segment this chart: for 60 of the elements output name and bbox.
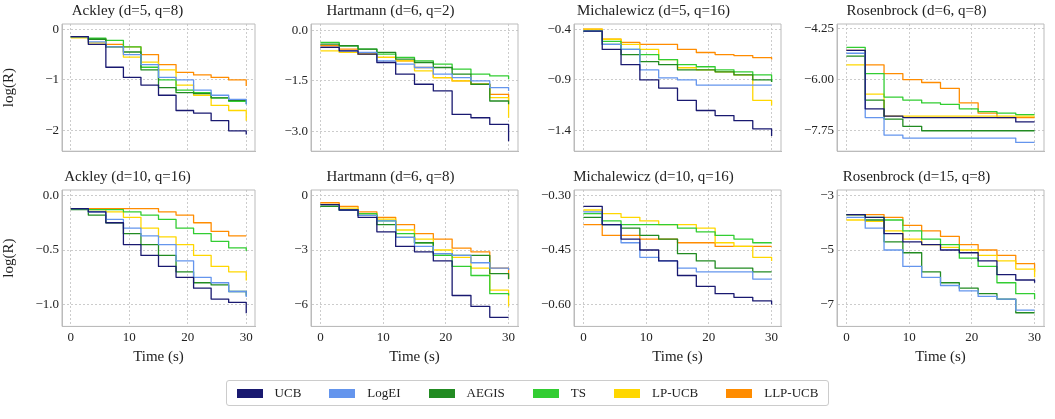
- y-tick-label: −3: [820, 186, 834, 202]
- y-tick-label: −0.4: [547, 20, 572, 36]
- x-tick-label: 0: [580, 328, 587, 344]
- x-tick-label: 10: [122, 328, 136, 344]
- x-axis-title: Time (s): [915, 347, 966, 365]
- y-tick-label: −4.25: [803, 19, 834, 35]
- x-tick-label: 20: [965, 328, 979, 344]
- x-tick-label: 20: [702, 328, 716, 344]
- x-tick-label: 10: [376, 328, 390, 344]
- y-tick-label: −5: [820, 241, 834, 257]
- chart-title: Ackley (d=10, q=16): [64, 167, 191, 185]
- chart-title: Hartmann (d=6, q=2): [326, 1, 455, 19]
- y-tick-label: −1: [45, 71, 59, 87]
- chart-title: Rosenbrock (d=6, q=8): [846, 1, 987, 19]
- y-tick-label: −3: [294, 241, 308, 257]
- x-axis-title: Time (s): [133, 347, 184, 365]
- x-tick-label: 0: [317, 328, 324, 344]
- y-tick-label: −0.45: [540, 241, 571, 257]
- x-tick-label: 30: [239, 328, 253, 344]
- y-tick-label: 0.0: [42, 186, 59, 202]
- x-tick-label: 10: [639, 328, 653, 344]
- chart-title: Michalewicz (d=10, q=16): [573, 167, 734, 185]
- x-tick-label: 30: [502, 328, 516, 344]
- legend-label: LLP-UCB: [764, 385, 819, 401]
- y-tick-label: −0.5: [35, 241, 59, 257]
- y-tick-label: −1.5: [284, 72, 308, 88]
- y-tick-label: −6.00: [803, 70, 834, 86]
- y-tick-label: −2: [45, 122, 59, 138]
- chart-title: Rosenbrock (d=15, q=8): [842, 167, 991, 185]
- x-tick-label: 0: [843, 328, 850, 344]
- y-tick-label: 0: [52, 20, 59, 36]
- y-tick-label: −6: [294, 296, 309, 311]
- y-tick-label: −7: [820, 296, 835, 311]
- y-tick-label: −0.60: [540, 296, 571, 311]
- y-tick-label: −0.30: [540, 186, 571, 202]
- x-axis-title: Time (s): [652, 347, 703, 365]
- x-tick-label: 10: [902, 328, 916, 344]
- y-tick-label: −1.4: [547, 122, 572, 138]
- x-tick-label: 20: [439, 328, 453, 344]
- chart-title: Ackley (d=5, q=8): [71, 1, 184, 19]
- y-tick-label: −3.0: [284, 122, 308, 138]
- y-tick-label: −7.75: [803, 122, 834, 138]
- x-tick-label: 20: [181, 328, 195, 344]
- x-tick-label: 30: [1028, 328, 1042, 344]
- chart-title: Hartmann (d=6, q=8): [326, 167, 455, 185]
- y-tick-label: 0: [301, 186, 308, 202]
- y-axis-title: log(R): [0, 68, 17, 108]
- x-tick-label: 0: [67, 328, 75, 344]
- y-tick-label: −1.0: [35, 296, 59, 311]
- legend-label: UCB: [274, 385, 302, 401]
- x-axis-title: Time (s): [389, 347, 440, 365]
- legend-label: TS: [570, 385, 586, 401]
- legend-label: LP-UCB: [652, 385, 699, 401]
- y-tick-label: 0.0: [291, 22, 308, 38]
- legend-label: LogEI: [367, 385, 401, 401]
- y-tick-label: −0.9: [547, 71, 571, 87]
- x-tick-label: 30: [765, 328, 779, 344]
- y-axis-title: log(R): [0, 238, 17, 278]
- chart-title: Michalewicz (d=5, q=16): [576, 1, 731, 19]
- legend-label: AEGIS: [466, 385, 505, 401]
